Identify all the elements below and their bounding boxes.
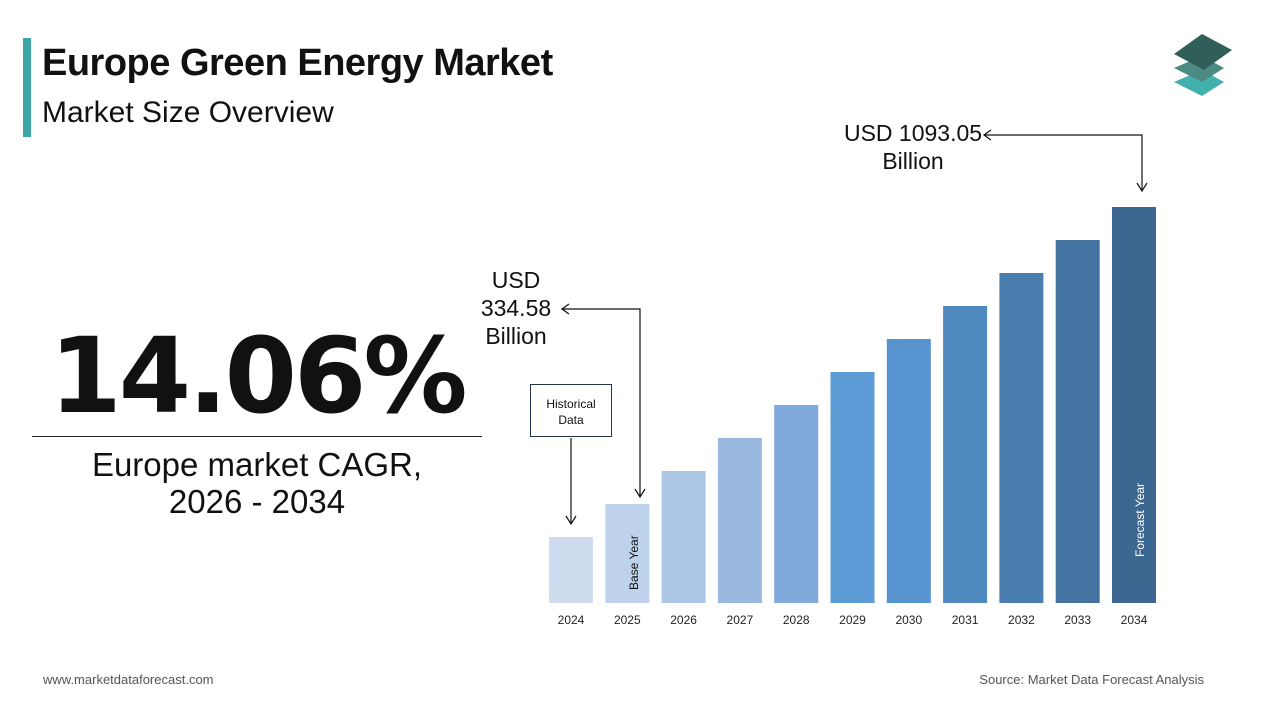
x-tick-label: 2031 — [952, 613, 979, 627]
forecast-annotation-line2: Billion — [882, 148, 944, 174]
bar-2028 — [774, 405, 819, 603]
historical-data-box: Historical Data — [530, 384, 612, 437]
page-title: Europe Green Energy Market — [42, 42, 553, 84]
annotation-arrows — [560, 129, 1148, 526]
base-year-label: Base Year — [627, 535, 641, 590]
cagr-label-line2: 2026 - 2034 — [168, 483, 346, 520]
bar-2030 — [886, 339, 931, 603]
x-tick-label: 2027 — [727, 613, 754, 627]
x-tick-label: 2029 — [839, 613, 866, 627]
base-arrowhead-left — [560, 303, 570, 315]
cagr-label-line1: Europe market CAGR, — [91, 446, 423, 483]
bar-2027 — [717, 438, 762, 603]
bar-2024 — [549, 537, 593, 603]
base-arrow — [562, 308, 641, 497]
base-arrowhead-down — [634, 488, 646, 499]
forecast-annotation-line1: USD 1093.05 — [843, 120, 983, 146]
bar-2025 — [605, 504, 650, 603]
cagr-value: 14.06% — [49, 315, 467, 437]
x-tick-label: 2024 — [558, 613, 585, 627]
historical-arrowhead — [565, 515, 577, 526]
x-tick-label: 2028 — [783, 613, 810, 627]
x-tick-label: 2030 — [895, 613, 922, 627]
divider — [32, 436, 482, 437]
historical-line1: Historical — [546, 397, 596, 411]
bar-2026 — [661, 471, 706, 603]
historical-line2: Data — [558, 413, 584, 427]
x-tick-label: 2034 — [1121, 613, 1148, 627]
forecast-value-annotation: USD 1093.05 Billion — [838, 119, 988, 175]
bar-2034 — [1112, 207, 1156, 603]
bar-2032 — [999, 273, 1044, 603]
x-tick-label: 2033 — [1064, 613, 1091, 627]
source-footer: Source: Market Data Forecast Analysis — [979, 672, 1204, 687]
forecast-arrowhead-left — [982, 129, 992, 141]
base-value-annotation: USD 334.58 Billion — [476, 266, 556, 350]
page-subtitle: Market Size Overview — [42, 96, 334, 129]
bar-2029 — [830, 372, 875, 603]
base-annotation-line3: Billion — [485, 323, 547, 349]
forecast-year-label: Forecast Year — [1133, 483, 1147, 557]
bar-2033 — [1055, 240, 1100, 603]
title-accent-bar — [23, 38, 31, 137]
base-annotation-line2: 334.58 — [480, 295, 552, 321]
x-tick-label: 2032 — [1008, 613, 1035, 627]
stacked-layers-logo-icon — [1174, 34, 1232, 96]
x-tick-label: 2026 — [670, 613, 697, 627]
x-tick-label: 2025 — [614, 613, 641, 627]
forecast-arrowhead-down — [1136, 182, 1148, 193]
cagr-label: Europe market CAGR, 2026 - 2034 — [32, 446, 482, 520]
forecast-arrow — [984, 134, 1143, 191]
bar-2031 — [943, 306, 988, 603]
website-footer: www.marketdataforecast.com — [43, 672, 214, 687]
base-annotation-line1: USD — [491, 267, 541, 293]
